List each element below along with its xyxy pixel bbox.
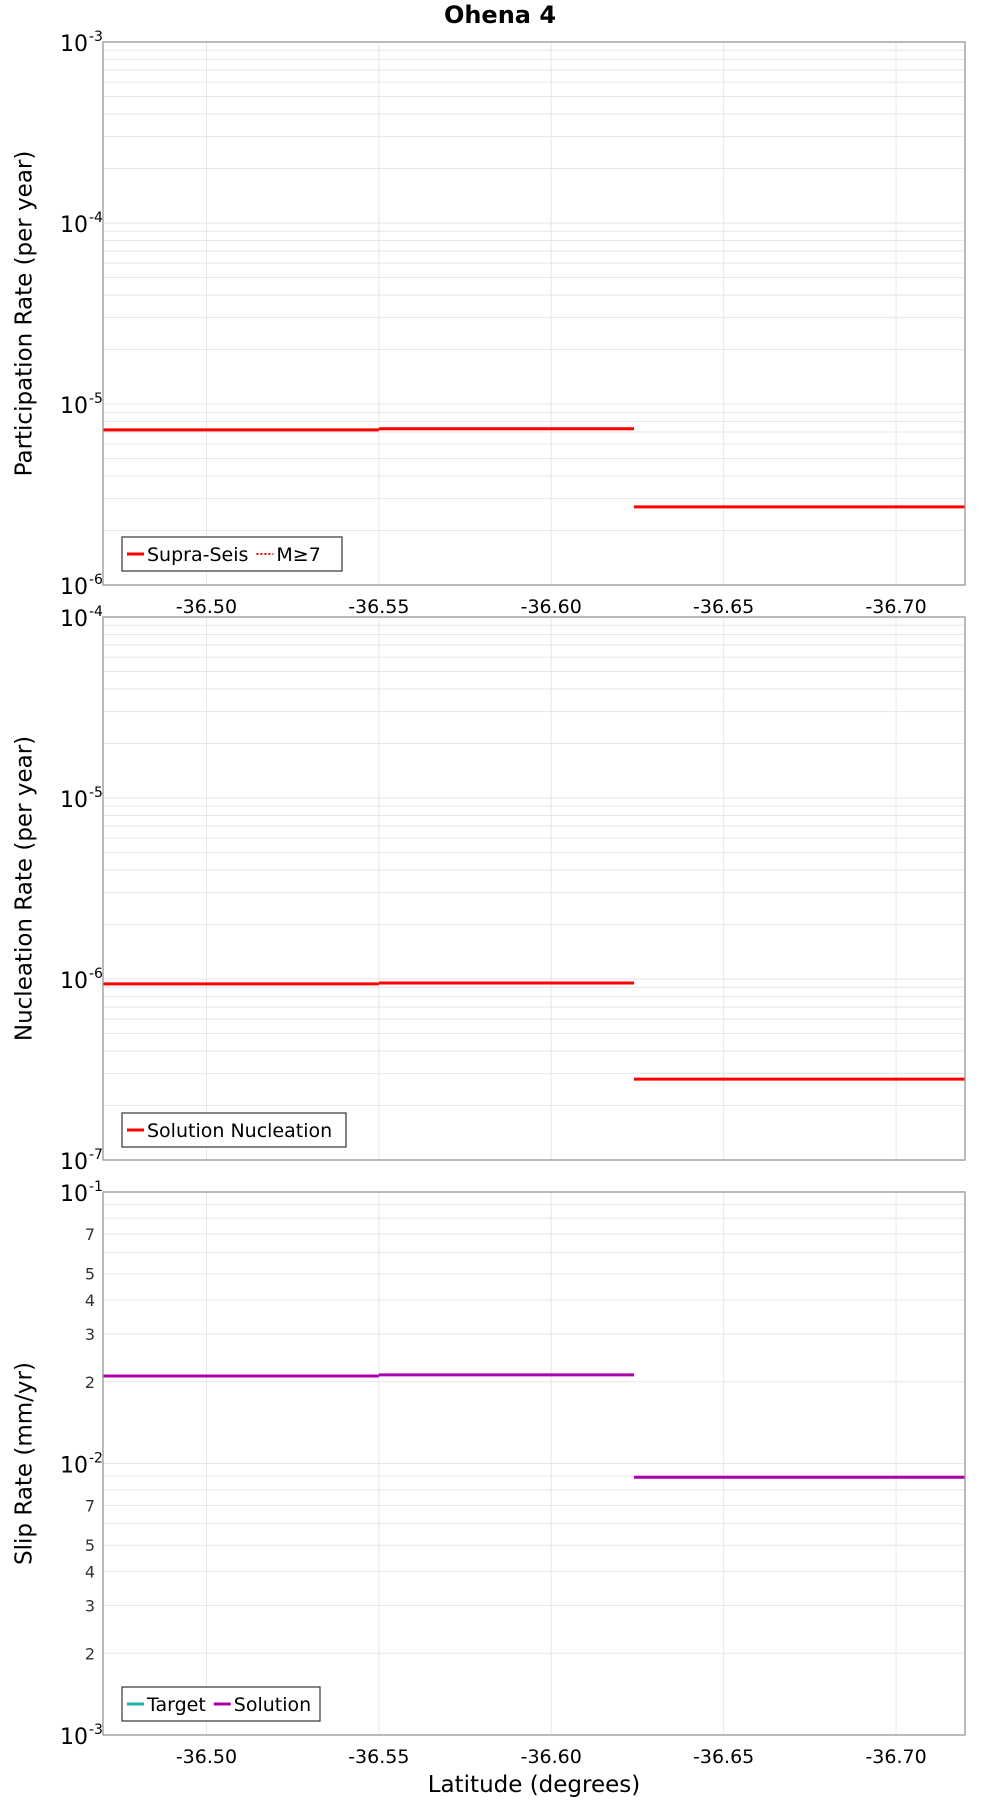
y-tick-exponent: -3 — [89, 1722, 103, 1738]
y-axis-label: Slip Rate (mm/yr) — [12, 1362, 38, 1565]
plot-area — [102, 616, 966, 1161]
y-tick-exponent: -4 — [89, 604, 103, 620]
y-tick-exponent: -6 — [89, 966, 103, 982]
x-tick-label: -36.60 — [521, 1746, 582, 1768]
legend-label: M≥7 — [276, 544, 320, 566]
plot-border — [102, 41, 966, 586]
y-tick-label: 10 — [60, 575, 88, 600]
legend-label: Solution Nucleation — [147, 1120, 332, 1142]
legend-box — [121, 536, 343, 572]
y-tick-label: 10 — [60, 1725, 88, 1750]
x-tick-label: -36.55 — [348, 1746, 409, 1768]
y-minor-tick-label: 5 — [85, 1265, 95, 1284]
legend-label: Supra-Seis — [147, 544, 248, 566]
y-tick-label: 10 — [60, 607, 88, 632]
y-tick-exponent: -1 — [89, 1179, 103, 1195]
y-tick-label: 10 — [60, 394, 88, 419]
y-tick-label: 10 — [60, 1150, 88, 1175]
plot-border — [102, 616, 966, 1161]
legend: Target Solution — [121, 1686, 321, 1722]
x-tick-label: -36.65 — [693, 1746, 754, 1768]
legend-label: Solution — [234, 1694, 311, 1716]
y-tick-label: 10 — [60, 788, 88, 813]
y-minor-tick-label: 7 — [85, 1225, 95, 1244]
y-axis-label: Participation Rate (per year) — [12, 151, 38, 477]
y-tick-exponent: -5 — [89, 785, 103, 801]
y-tick-label: 10 — [60, 1182, 88, 1207]
plot-area — [102, 41, 966, 586]
y-axis-label: Nucleation Rate (per year) — [12, 736, 38, 1041]
y-minor-tick-label: 4 — [85, 1563, 95, 1582]
y-tick-exponent: -5 — [89, 391, 103, 407]
y-tick-label: 10 — [60, 32, 88, 57]
figure-title: Ohena 4 — [444, 1, 556, 29]
y-tick-exponent: -7 — [89, 1147, 103, 1163]
y-minor-tick-label: 2 — [85, 1644, 95, 1663]
plot-border — [102, 1191, 966, 1736]
y-minor-tick-label: 3 — [85, 1596, 95, 1615]
legend-box — [121, 1112, 347, 1148]
x-tick-label: -36.50 — [176, 596, 237, 618]
legend: Solution Nucleation — [121, 1112, 347, 1148]
y-tick-label: 10 — [60, 969, 88, 994]
legend: Supra-Seis M≥7 — [121, 536, 343, 572]
x-tick-label: -36.70 — [865, 1746, 926, 1768]
y-tick-exponent: -4 — [89, 210, 103, 226]
x-tick-label: -36.55 — [348, 596, 409, 618]
y-minor-tick-label: 7 — [85, 1497, 95, 1516]
y-tick-label: 10 — [60, 213, 88, 238]
y-minor-tick-label: 5 — [85, 1536, 95, 1555]
legend-label: Target — [146, 1694, 206, 1716]
y-minor-tick-label: 4 — [85, 1291, 95, 1310]
y-minor-tick-label: 3 — [85, 1325, 95, 1344]
y-tick-exponent: -6 — [89, 572, 103, 588]
x-tick-label: -36.60 — [521, 596, 582, 618]
y-tick-exponent: -3 — [89, 29, 103, 45]
y-minor-tick-label: 2 — [85, 1373, 95, 1392]
chart-panel-1: 10-610-510-410 -3-36.50 -36.55 -36.60 -36.65… — [12, 29, 966, 618]
y-tick-exponent: -2 — [89, 1451, 103, 1467]
x-tick-label: -36.50 — [176, 1746, 237, 1768]
x-tick-label: -36.65 — [693, 596, 754, 618]
x-tick-label: -36.70 — [865, 596, 926, 618]
y-tick-label: 10 — [60, 1454, 88, 1479]
x-axis-label: Latitude (degrees) — [428, 1772, 641, 1798]
